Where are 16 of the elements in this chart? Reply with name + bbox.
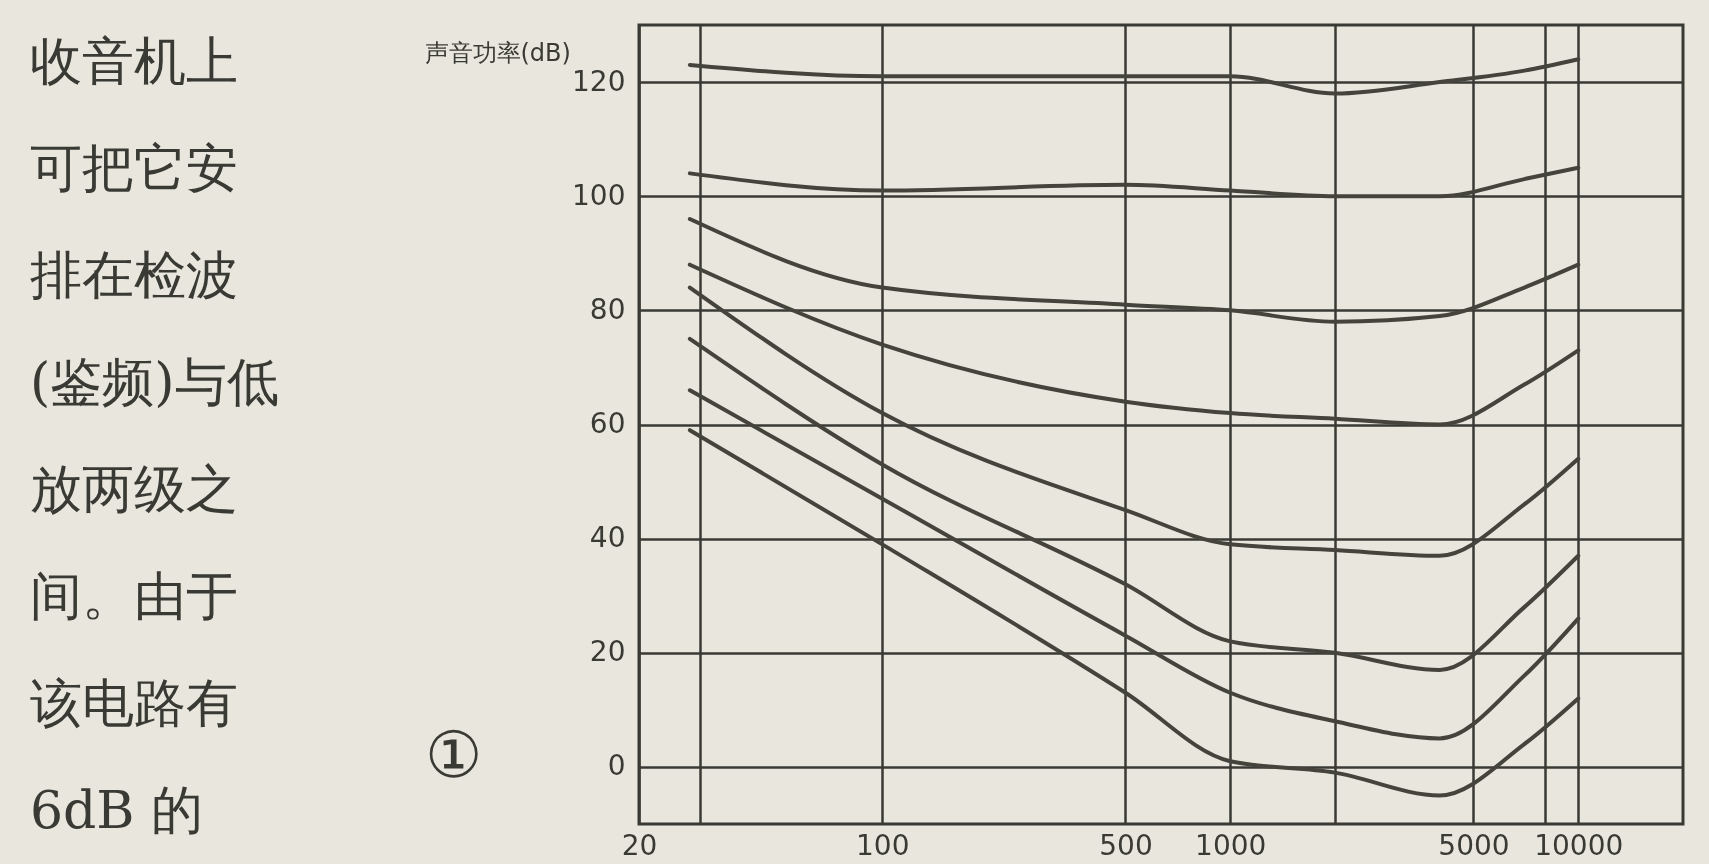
- y-tick-label: 40: [589, 521, 626, 555]
- y-tick-label: 20: [589, 635, 626, 669]
- y-tick-label: 120: [572, 64, 626, 98]
- x-tick-label: 1000: [1195, 828, 1267, 862]
- y-tick-label: 0: [607, 749, 626, 783]
- y-tick-label: 100: [572, 178, 626, 212]
- x-tick-label: 5000: [1438, 828, 1510, 862]
- x-tick-label: 20: [621, 828, 658, 862]
- text: ①: [425, 718, 483, 792]
- y-axis-title: 声音功率(dB): [424, 38, 571, 67]
- y-tick-label: 60: [589, 407, 626, 440]
- y-tick-label: 80: [589, 292, 626, 326]
- x-tick-label: 10000: [1534, 828, 1624, 862]
- x-tick-label: 500: [1099, 828, 1153, 862]
- x-tick-label: 100: [856, 828, 910, 862]
- text: 收音机上可把它安排在检波(鉴频)与低放两级之间。由于该电路有 6dB 的: [30, 30, 280, 842]
